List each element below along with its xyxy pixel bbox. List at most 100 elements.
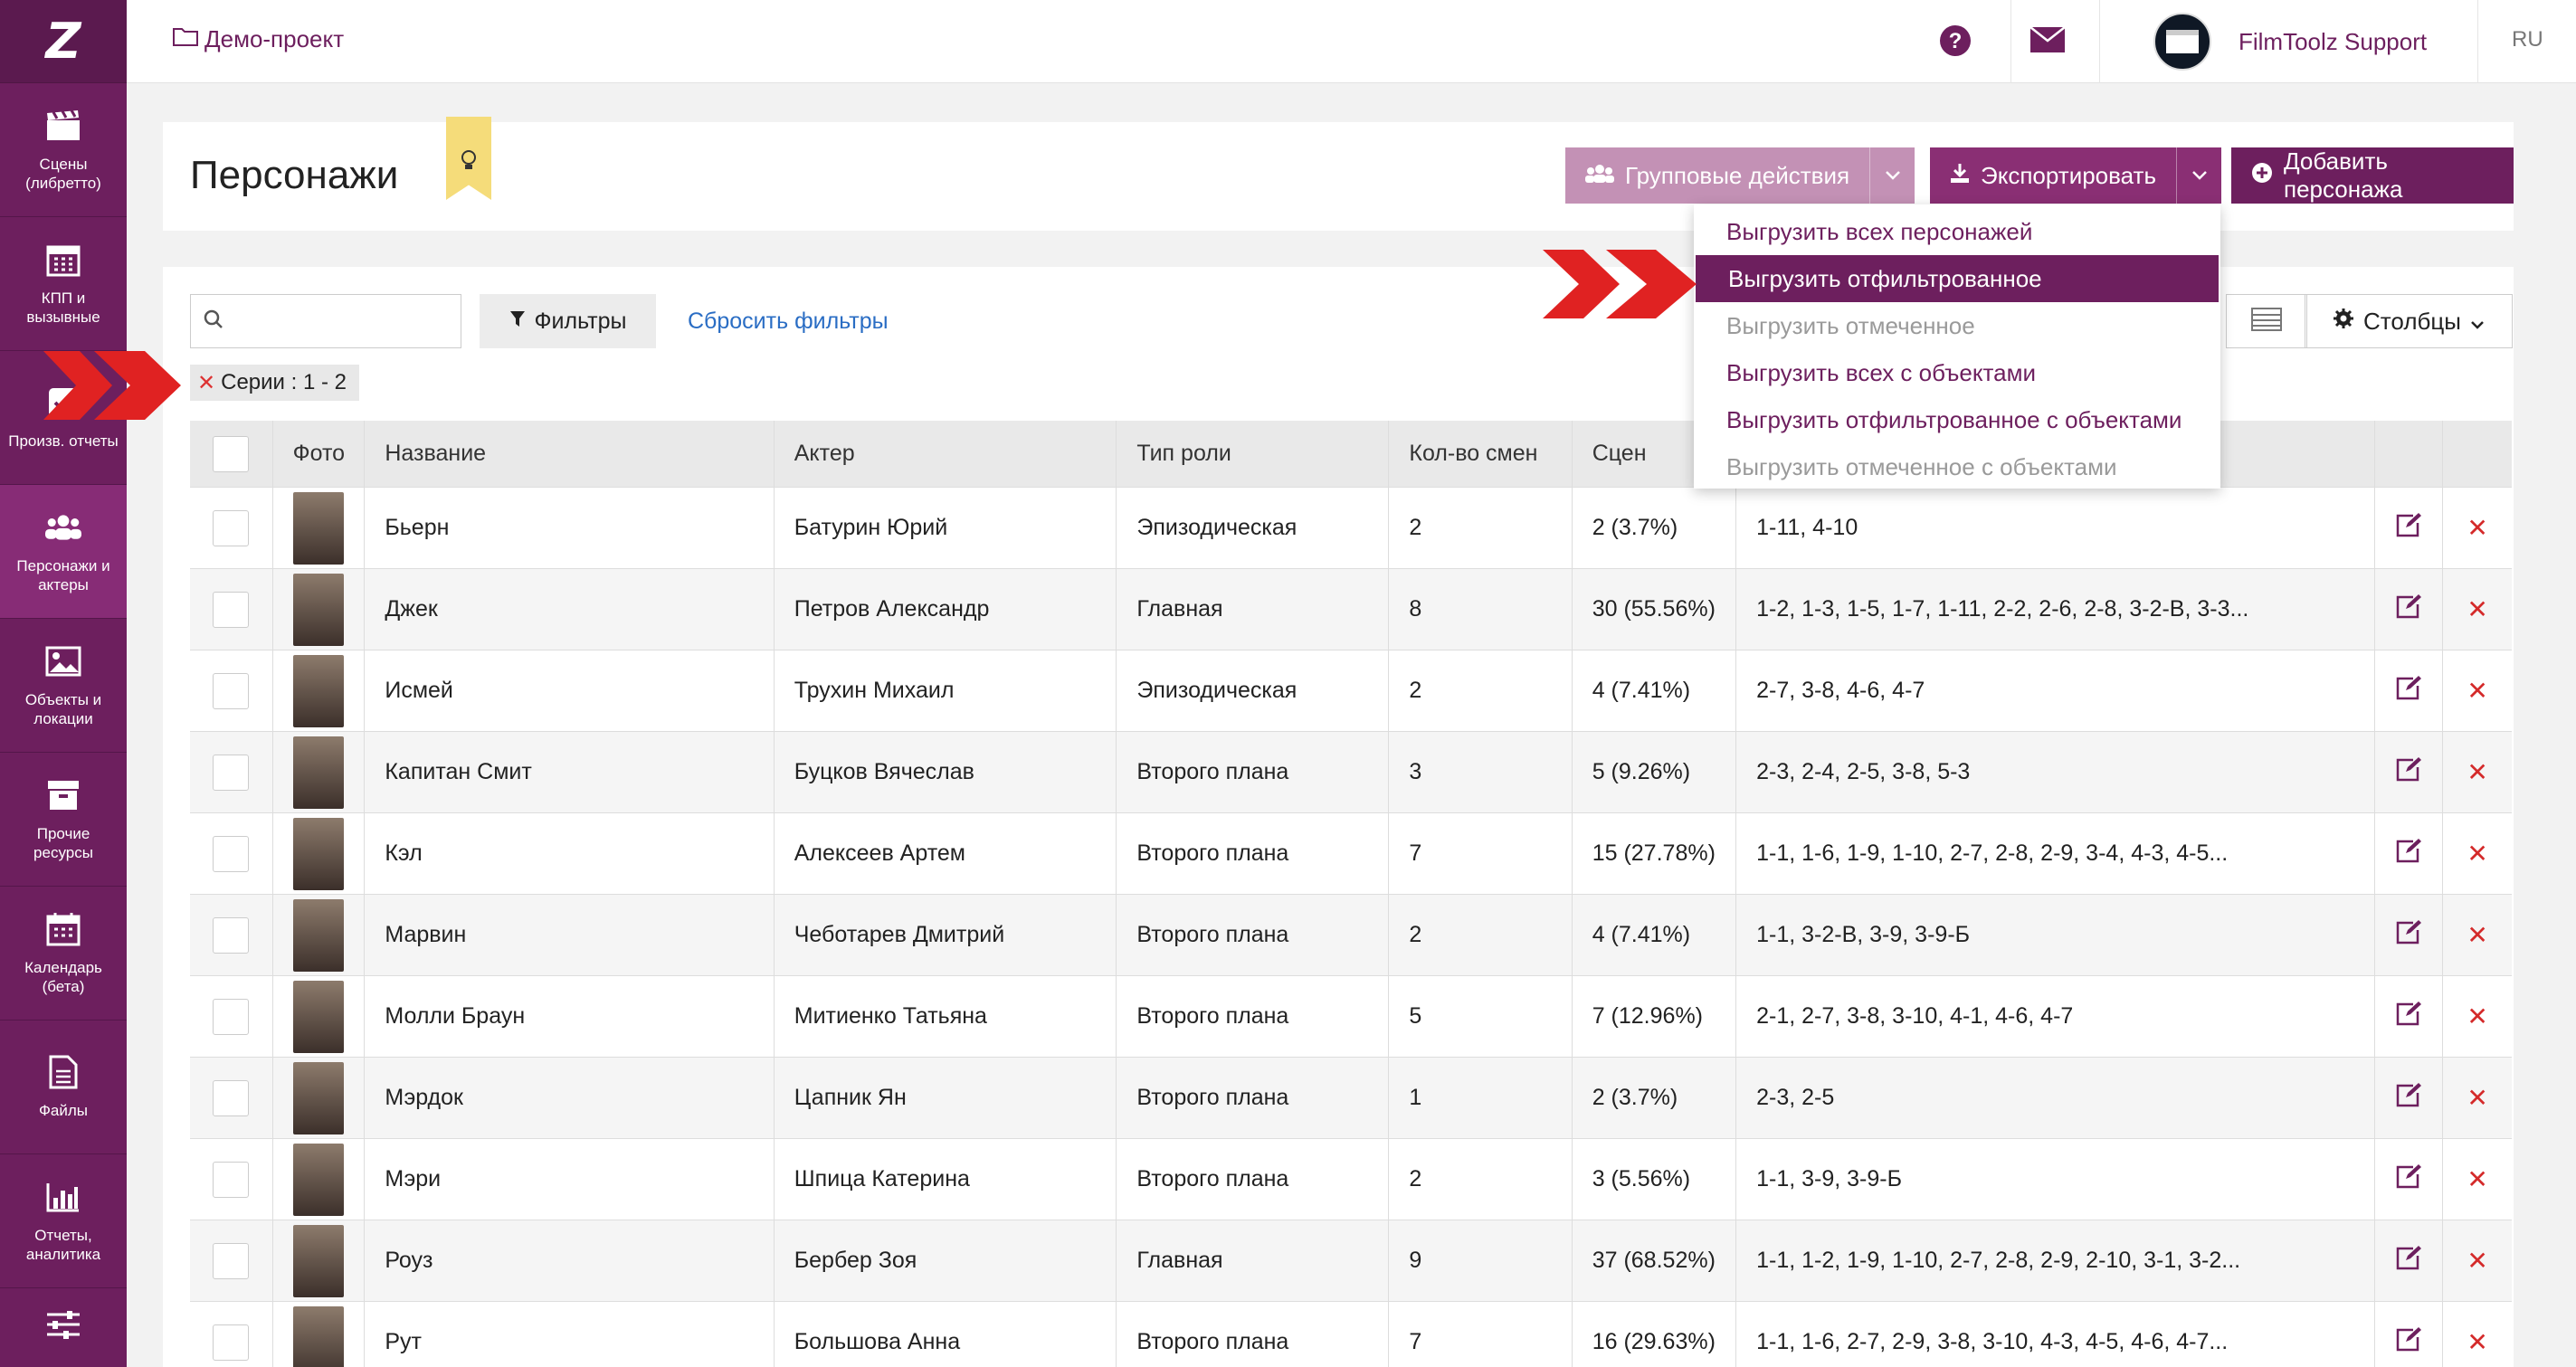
row-select-cell[interactable] — [190, 650, 273, 731]
sidebar-item-8[interactable]: Отчеты, аналитика — [0, 1154, 127, 1288]
edit-icon[interactable] — [2395, 675, 2422, 707]
select-all-cell[interactable] — [190, 421, 273, 487]
group-actions-button[interactable]: Групповые действия — [1565, 147, 1915, 204]
export-menu-item[interactable]: Выгрузить всех персонажей — [1726, 218, 2033, 245]
row-checkbox[interactable] — [213, 998, 250, 1035]
delete-icon[interactable]: ✕ — [2467, 840, 2488, 868]
delete-icon[interactable]: ✕ — [2467, 677, 2488, 705]
row-checkbox[interactable] — [213, 509, 250, 546]
actor-photo[interactable] — [292, 898, 344, 972]
delete-icon[interactable]: ✕ — [2467, 514, 2488, 542]
table-row[interactable]: Исмей Трухин Михаил Эпизодическая 2 4 (7.41%… — [190, 650, 2512, 732]
sidebar-item-3[interactable]: Персонажи и актеры — [0, 485, 127, 619]
add-character-button[interactable]: Добавить персонажа — [2231, 147, 2514, 204]
actor-photo[interactable] — [292, 573, 344, 646]
delete-icon[interactable]: ✕ — [2467, 1247, 2488, 1275]
row-select-cell[interactable] — [190, 813, 273, 894]
sidebar-item-4[interactable]: Объекты и локации — [0, 619, 127, 753]
delete-icon[interactable]: ✕ — [2467, 595, 2488, 623]
delete-icon[interactable]: ✕ — [2467, 1328, 2488, 1356]
delete-icon[interactable]: ✕ — [2467, 1084, 2488, 1112]
export-menu-item[interactable]: Выгрузить отфильтрованное — [1696, 255, 2219, 302]
row-checkbox[interactable] — [213, 1242, 250, 1279]
filters-button[interactable]: Фильтры — [480, 294, 656, 348]
actor-photo[interactable] — [292, 1224, 344, 1297]
search-field[interactable] — [190, 294, 461, 348]
row-select-cell[interactable] — [190, 732, 273, 812]
edit-icon[interactable] — [2395, 512, 2422, 544]
remove-filter-icon[interactable]: ✕ — [197, 370, 216, 395]
sidebar-item-7[interactable]: Файлы — [0, 1021, 127, 1154]
row-select-cell[interactable] — [190, 1058, 273, 1138]
actor-photo[interactable] — [292, 1061, 344, 1134]
sidebar-item-0[interactable]: Сцены (либретто) — [0, 83, 127, 217]
actor-photo[interactable] — [292, 1143, 344, 1216]
chevron-down-icon[interactable] — [2176, 147, 2221, 204]
row-checkbox[interactable] — [213, 1079, 250, 1116]
edit-icon[interactable] — [2395, 1245, 2422, 1277]
sidebar-item-6[interactable]: Календарь (бета) — [0, 887, 127, 1021]
actor-photo[interactable] — [292, 1305, 344, 1367]
edit-icon[interactable] — [2395, 1001, 2422, 1032]
mail-icon[interactable] — [2029, 24, 2067, 61]
table-row[interactable]: Джек Петров Александр Главная 8 30 (55.56%) 1… — [190, 569, 2512, 650]
app-logo[interactable]: Z — [0, 0, 127, 83]
column-header[interactable]: Кол-во смен — [1389, 421, 1573, 487]
actor-photo[interactable] — [292, 980, 344, 1053]
delete-icon[interactable]: ✕ — [2467, 1165, 2488, 1193]
row-checkbox[interactable] — [213, 754, 250, 791]
table-row[interactable]: Рут Большова Анна Второго плана 7 16 (29.63%… — [190, 1302, 2512, 1367]
row-checkbox[interactable] — [213, 591, 250, 628]
edit-icon[interactable] — [2395, 1326, 2422, 1358]
row-select-cell[interactable] — [190, 1139, 273, 1220]
search-input[interactable] — [233, 309, 450, 334]
row-checkbox[interactable] — [213, 1161, 250, 1198]
column-header[interactable]: Актер — [775, 421, 1117, 487]
column-header[interactable]: Название — [365, 421, 775, 487]
table-row[interactable]: Марвин Чеботарев Дмитрий Второго плана 2 4 (… — [190, 895, 2512, 976]
table-row[interactable]: Мэрдок Цапник Ян Второго плана 1 2 (3.7%) 2-3… — [190, 1058, 2512, 1139]
delete-icon[interactable]: ✕ — [2467, 921, 2488, 949]
support-account[interactable]: FilmToolz Support — [2153, 13, 2427, 71]
help-icon[interactable]: ? — [1938, 24, 1972, 62]
column-header[interactable]: Тип роли — [1117, 421, 1390, 487]
row-select-cell[interactable] — [190, 488, 273, 568]
table-row[interactable]: Кэл Алексеев Артем Второго плана 7 15 (27.78… — [190, 813, 2512, 895]
language-switch[interactable]: RU — [2512, 27, 2543, 52]
chevron-down-icon[interactable] — [1869, 147, 1915, 204]
row-select-cell[interactable] — [190, 895, 273, 975]
column-header[interactable]: Фото — [273, 421, 366, 487]
actor-photo[interactable] — [292, 491, 344, 565]
sidebar-item-1[interactable]: КПП и вызывные — [0, 217, 127, 351]
edit-icon[interactable] — [2395, 919, 2422, 951]
row-select-cell[interactable] — [190, 569, 273, 650]
row-checkbox[interactable] — [213, 835, 250, 872]
table-row[interactable]: Роуз Бербер Зоя Главная 9 37 (68.52%) 1-1, 1-… — [190, 1220, 2512, 1302]
actor-photo[interactable] — [292, 654, 344, 727]
edit-icon[interactable] — [2395, 593, 2422, 625]
row-checkbox[interactable] — [213, 916, 250, 954]
row-select-cell[interactable] — [190, 976, 273, 1057]
edit-icon[interactable] — [2395, 1082, 2422, 1114]
table-row[interactable]: Капитан Смит Буцков Вячеслав Второго плана… — [190, 732, 2512, 813]
export-menu-item[interactable]: Выгрузить отфильтрованное с объектами — [1726, 406, 2182, 433]
actor-photo[interactable] — [292, 736, 344, 809]
row-select-cell[interactable] — [190, 1220, 273, 1301]
sidebar-item-5[interactable]: Прочие ресурсы — [0, 753, 127, 887]
table-row[interactable]: Бьерн Батурин Юрий Эпизодическая 2 2 (3.7%) 1… — [190, 488, 2512, 569]
sidebar-item-9[interactable] — [0, 1288, 127, 1367]
columns-button[interactable]: Столбцы — [2305, 294, 2513, 348]
tips-bookmark[interactable] — [446, 117, 491, 200]
edit-icon[interactable] — [2395, 1163, 2422, 1195]
table-view-button[interactable] — [2226, 294, 2307, 348]
row-select-cell[interactable] — [190, 1302, 273, 1367]
edit-icon[interactable] — [2395, 756, 2422, 788]
table-row[interactable]: Молли Браун Митиенко Татьяна Второго плана… — [190, 976, 2512, 1058]
row-checkbox[interactable] — [213, 1324, 250, 1361]
actor-photo[interactable] — [292, 817, 344, 890]
delete-icon[interactable]: ✕ — [2467, 758, 2488, 786]
edit-icon[interactable] — [2395, 838, 2422, 869]
reset-filters-link[interactable]: Сбросить фильтры — [688, 309, 889, 334]
project-link[interactable]: Демо-проект — [172, 25, 344, 53]
table-row[interactable]: Мэри Шпица Катерина Второго плана 2 3 (5.56%… — [190, 1139, 2512, 1220]
